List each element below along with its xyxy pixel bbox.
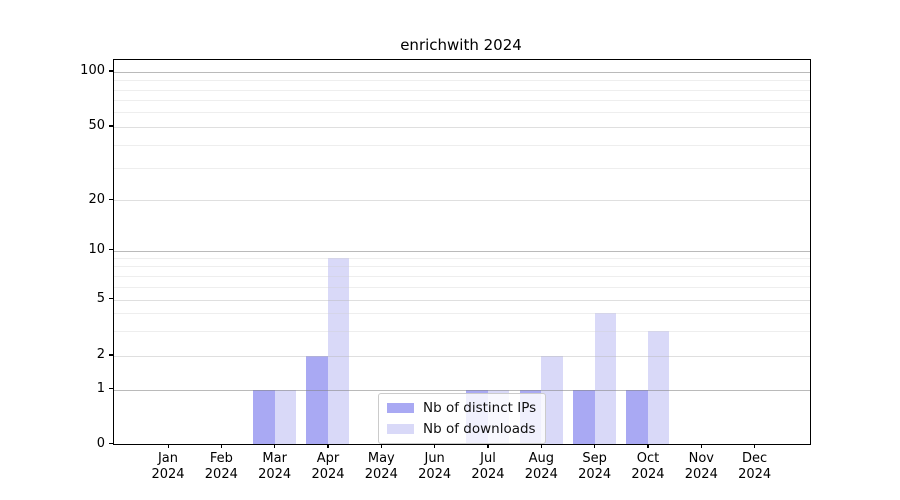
y-axis-tick-mark — [109, 354, 113, 356]
y-axis-tick-mark — [109, 125, 113, 127]
x-axis-tick-mark — [647, 444, 649, 448]
gridline-minor — [114, 286, 810, 288]
x-axis-tick-mark — [327, 444, 329, 448]
x-axis-tick-label: Apr 2024 — [311, 451, 345, 482]
gridline-major — [114, 71, 810, 73]
bar-downloads-apr — [327, 258, 350, 444]
gridline-major — [114, 355, 810, 357]
x-axis-tick-mark — [700, 444, 702, 448]
gridline-major — [114, 250, 810, 252]
y-axis-tick-mark — [109, 198, 113, 200]
x-axis-tick-mark — [220, 444, 223, 448]
legend-row-downloads: Nb of downloads — [387, 421, 536, 437]
gridline-major — [114, 200, 810, 202]
y-axis-tick-mark — [109, 298, 113, 300]
gridline-minor — [114, 80, 810, 82]
y-axis-tick-label: 0 — [96, 435, 105, 451]
legend-row-distinct-ips: Nb of distinct IPs — [387, 400, 536, 416]
y-axis-tick-mark — [109, 249, 113, 251]
y-axis-tick-mark — [109, 442, 113, 444]
x-axis-tick-mark — [487, 444, 489, 448]
legend-label-downloads: Nb of downloads — [423, 421, 536, 437]
x-axis-tick-mark — [167, 444, 169, 448]
x-axis-tick-mark — [540, 444, 542, 448]
y-axis-tick-mark — [109, 388, 113, 390]
gridline-minor — [114, 266, 810, 268]
gridline-major — [114, 389, 810, 391]
gridline-minor — [114, 112, 810, 114]
bar-downloads-mar — [274, 389, 297, 444]
bar-distinct-ips-mar — [253, 389, 275, 444]
x-axis-tick-label: Sep 2024 — [578, 451, 612, 482]
x-axis-tick-label: Nov 2024 — [684, 451, 718, 482]
x-axis-tick-label: Dec 2024 — [738, 451, 772, 482]
gridline-minor — [114, 100, 810, 102]
x-axis-tick-label: May 2024 — [364, 451, 398, 482]
gridline-minor — [114, 313, 810, 315]
x-axis-tick-mark — [434, 444, 436, 448]
gridline-minor — [114, 258, 810, 260]
gridline-minor — [114, 275, 810, 277]
bar-distinct-ips-apr — [306, 355, 328, 444]
legend-label-distinct-ips: Nb of distinct IPs — [423, 400, 537, 416]
gridline-major — [114, 299, 810, 301]
x-axis-tick-mark — [594, 444, 596, 448]
x-axis-tick-label: Jan 2024 — [151, 451, 185, 482]
bar-downloads-aug — [541, 355, 563, 444]
x-axis-tick-label: Jun 2024 — [418, 451, 452, 482]
x-axis-tick-label: Oct 2024 — [631, 451, 665, 482]
x-axis-tick-mark — [274, 444, 276, 448]
x-axis-tick-label: Feb 2024 — [204, 451, 238, 482]
x-axis-tick-mark — [380, 444, 382, 448]
gridline-minor — [114, 167, 810, 169]
y-axis-tick-label: 2 — [96, 347, 105, 363]
bar-downloads-sep — [594, 313, 617, 444]
legend: Nb of distinct IPs Nb of downloads — [378, 393, 547, 444]
chart-title: enrichwith 2024 — [400, 36, 522, 54]
gridline-major — [114, 126, 810, 128]
bar-distinct-ips-oct — [626, 389, 648, 444]
y-axis-tick-mark — [109, 70, 113, 72]
gridline-minor — [114, 89, 810, 91]
gridline-minor — [114, 331, 810, 333]
legend-swatch-distinct-ips-icon — [387, 403, 414, 413]
y-axis-tick-label: 20 — [88, 191, 105, 207]
y-axis-tick-label: 1 — [96, 381, 105, 397]
gridline-minor — [114, 144, 810, 146]
legend-swatch-downloads-icon — [387, 424, 414, 434]
y-axis-tick-label: 100 — [80, 63, 105, 79]
x-axis-tick-label: Jul 2024 — [471, 451, 505, 482]
y-axis-tick-label: 10 — [88, 242, 105, 258]
y-axis-tick-label: 50 — [88, 118, 105, 134]
y-axis-tick-label: 5 — [96, 291, 105, 307]
x-axis-tick-label: Aug 2024 — [524, 451, 558, 482]
bar-downloads-oct — [647, 331, 670, 444]
bar-distinct-ips-sep — [573, 389, 595, 444]
plot-area: Nb of distinct IPs Nb of downloads — [113, 59, 811, 445]
x-axis-tick-label: Mar 2024 — [258, 451, 292, 482]
x-axis-tick-mark — [754, 444, 756, 448]
